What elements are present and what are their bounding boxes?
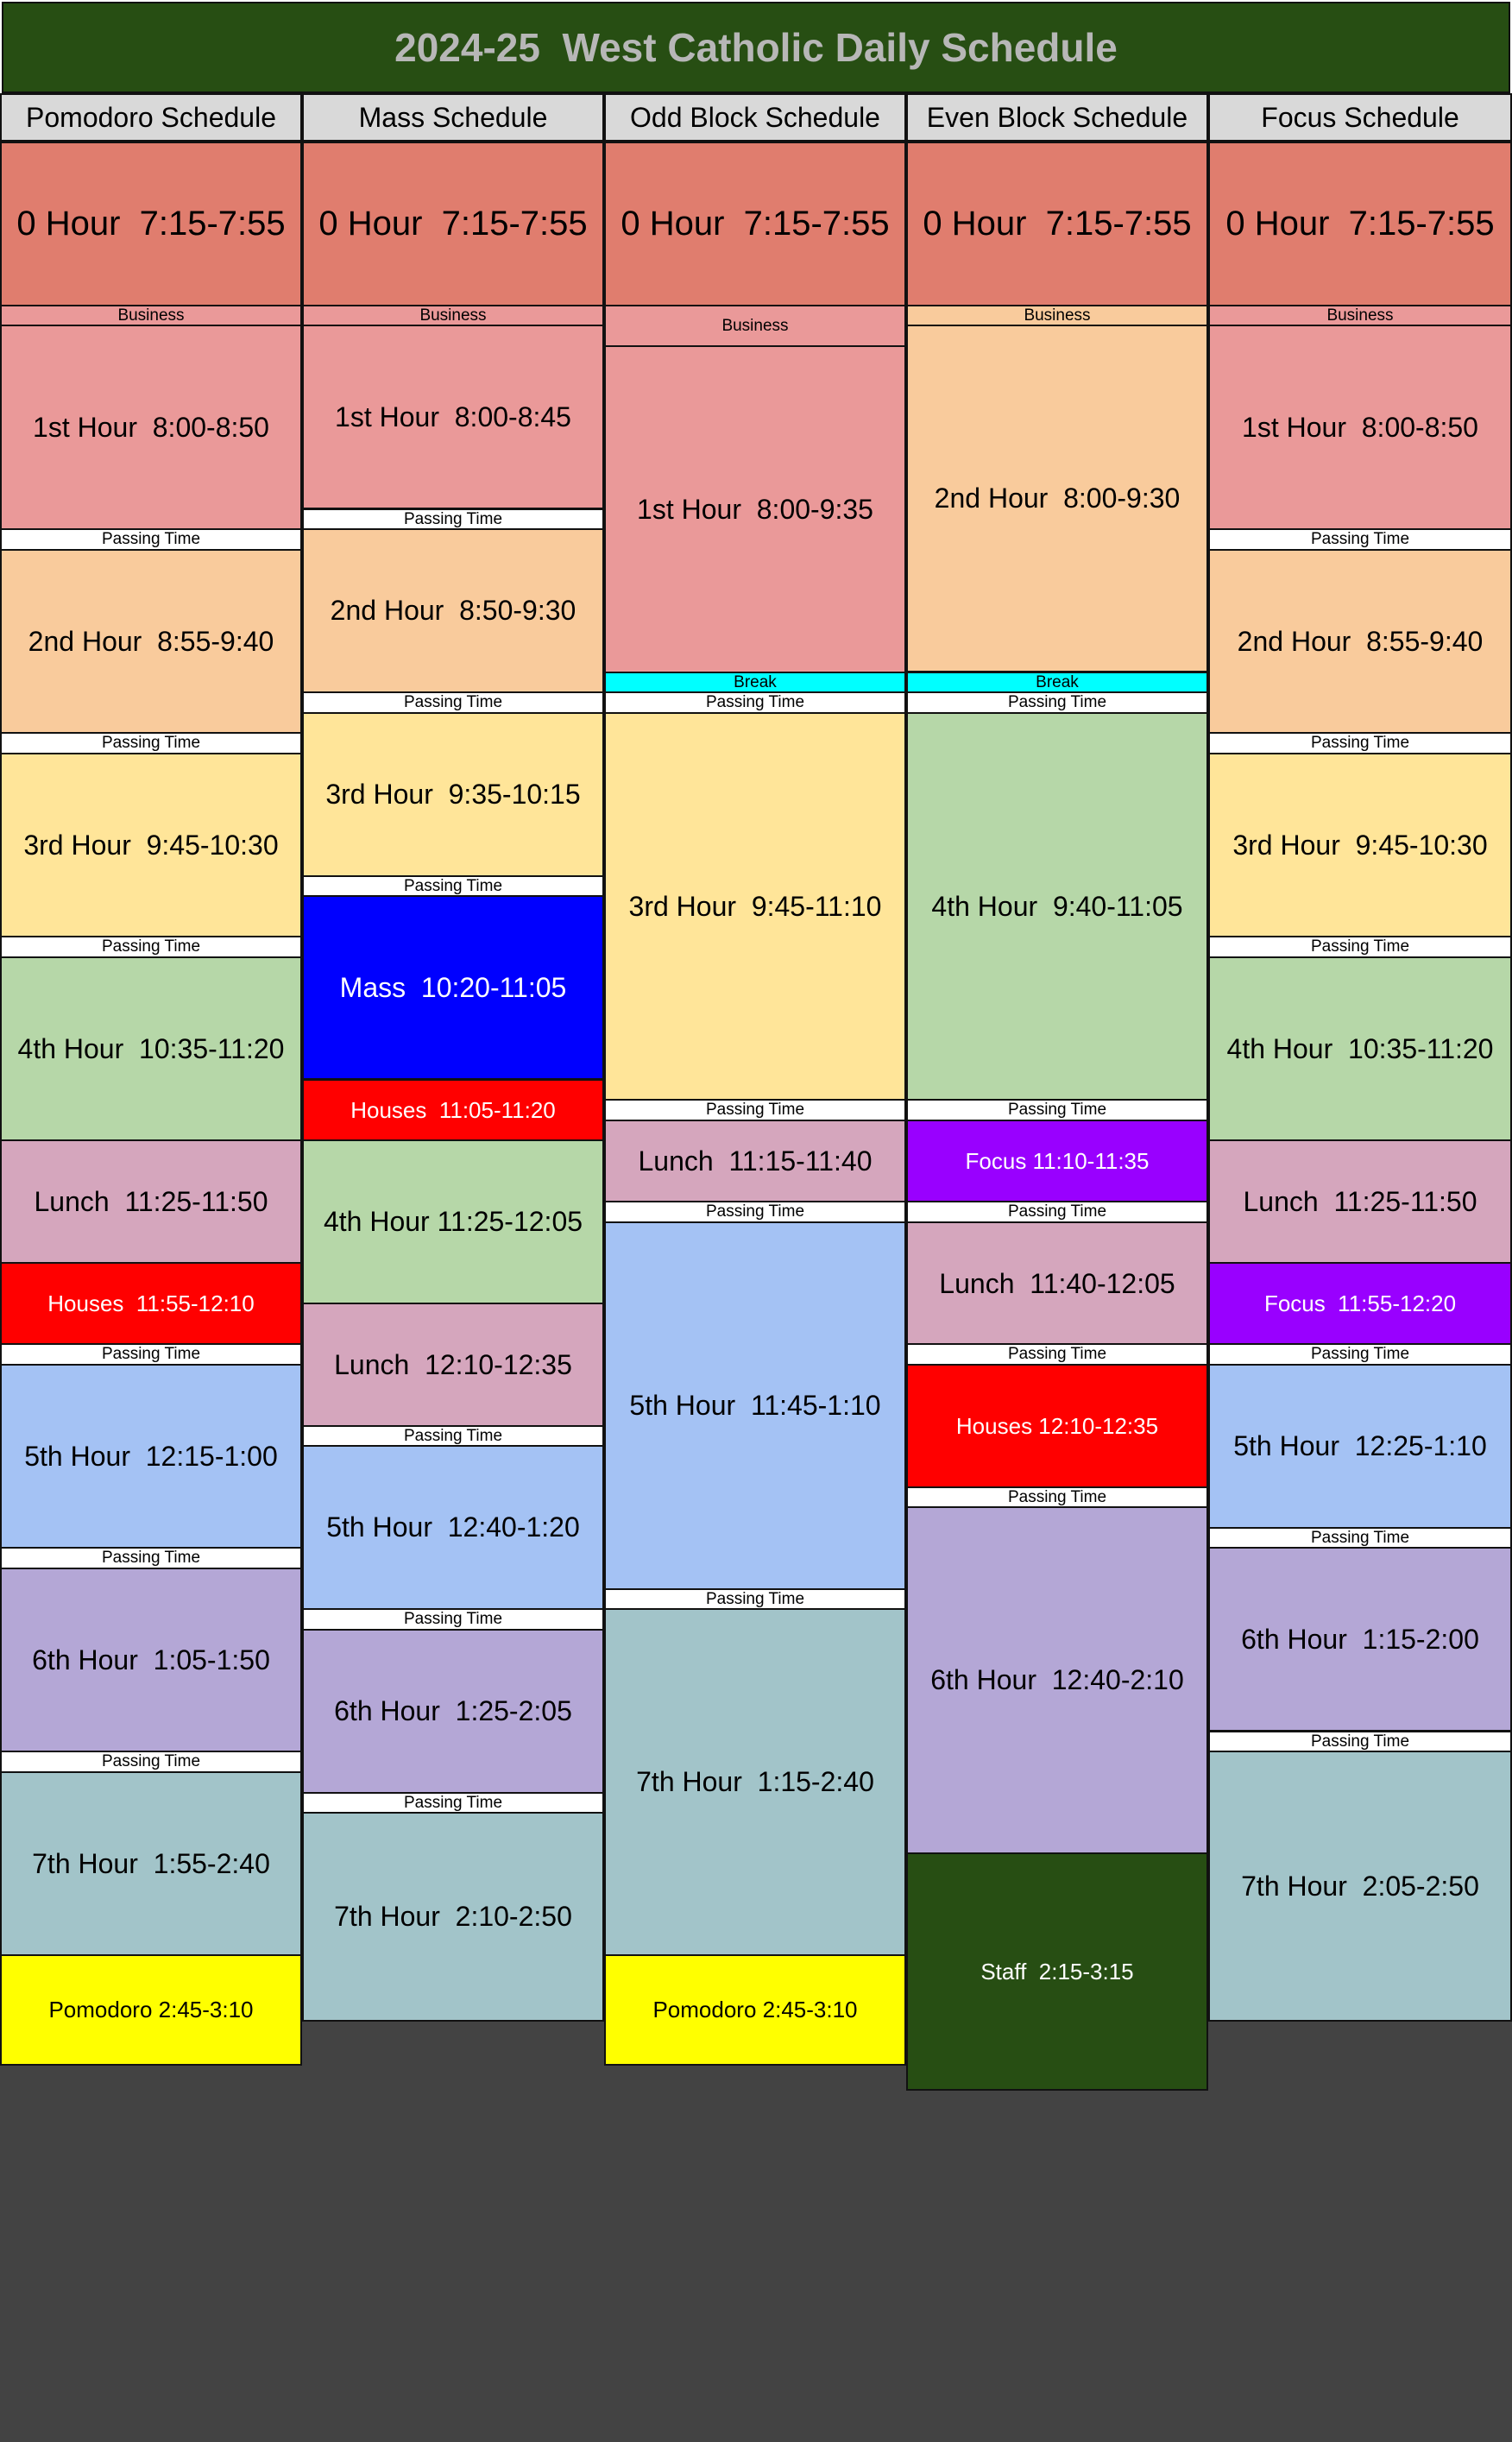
block-6th-hour: 6th Hour 12:40-2:10 [906, 1506, 1208, 1854]
block-passing-time: Passing Time [302, 508, 604, 531]
block-7th-hour: 7th Hour 2:05-2:50 [1208, 1751, 1512, 2022]
block-staff: Staff 2:15-3:15 [906, 1852, 1208, 2091]
block-passing-time: Passing Time [1208, 1731, 1512, 1753]
block-2nd-hour: 2nd Hour 8:00-9:30 [906, 325, 1208, 672]
block-lunch: Lunch 11:15-11:40 [604, 1120, 906, 1202]
block-passing-time: Passing Time [1208, 936, 1512, 958]
block-mass: Mass 10:20-11:05 [302, 895, 604, 1080]
block-houses: Houses 11:55-12:10 [0, 1262, 302, 1345]
block-passing-time: Passing Time [1208, 732, 1512, 754]
block-passing-time: Passing Time [906, 1099, 1208, 1121]
block-6th-hour: 6th Hour 1:25-2:05 [302, 1629, 604, 1794]
schedule-column-mass-schedule: Mass Schedule 0 Hour 7:15-7:55 Business 1st… [302, 93, 604, 2442]
block-4th-hour: 4th Hour 10:35-11:20 [0, 956, 302, 1141]
block-passing-time: Passing Time [0, 1343, 302, 1366]
column-header: Pomodoro Schedule [0, 93, 302, 142]
block-7th-hour: 7th Hour 1:55-2:40 [0, 1771, 302, 1956]
block-0-hour: 0 Hour 7:15-7:55 [0, 142, 302, 306]
column-header: Odd Block Schedule [604, 93, 906, 142]
schedule-column-focus-schedule: Focus Schedule 0 Hour 7:15-7:55 Business 1s… [1208, 93, 1512, 2442]
block-passing-time: Passing Time [906, 1201, 1208, 1223]
block-4th-hour: 4th Hour 11:25-12:05 [302, 1139, 604, 1304]
page-title: 2024-25 West Catholic Daily Schedule [2, 2, 1510, 93]
schedule-column-pomodoro-schedule: Pomodoro Schedule 0 Hour 7:15-7:55 Busines… [0, 93, 302, 2442]
block-passing-time: Passing Time [302, 875, 604, 898]
block-passing-time: Passing Time [302, 1608, 604, 1631]
block-passing-time: Passing Time [0, 936, 302, 958]
block-0-hour: 0 Hour 7:15-7:55 [1208, 142, 1512, 306]
column-header: Even Block Schedule [906, 93, 1208, 142]
block-0-hour: 0 Hour 7:15-7:55 [906, 142, 1208, 306]
column-header: Mass Schedule [302, 93, 604, 142]
block-4th-hour: 4th Hour 10:35-11:20 [1208, 956, 1512, 1141]
block-1st-hour: 1st Hour 8:00-8:50 [1208, 325, 1512, 530]
block-1st-hour: 1st Hour 8:00-8:45 [302, 325, 604, 509]
block-0-hour: 0 Hour 7:15-7:55 [604, 142, 906, 306]
column-header: Focus Schedule [1208, 93, 1512, 142]
block-passing-time: Passing Time [0, 732, 302, 754]
block-passing-time: Passing Time [0, 528, 302, 551]
block-2nd-hour: 2nd Hour 8:50-9:30 [302, 528, 604, 693]
block-passing-time: Passing Time [604, 691, 906, 714]
block-passing-time: Passing Time [0, 1751, 302, 1773]
block-pomodoro: Pomodoro 2:45-3:10 [604, 1954, 906, 2066]
block-houses: Houses 11:05-11:20 [302, 1079, 604, 1142]
block-break: Break [906, 672, 1208, 694]
block-7th-hour: 7th Hour 2:10-2:50 [302, 1812, 604, 2022]
block-5th-hour: 5th Hour 11:45-1:10 [604, 1221, 906, 1590]
block-6th-hour: 6th Hour 1:15-2:00 [1208, 1547, 1512, 1732]
block-4th-hour: 4th Hour 9:40-11:05 [906, 712, 1208, 1101]
block-focus: Focus 11:55-12:20 [1208, 1262, 1512, 1345]
block-passing-time: Passing Time [302, 1792, 604, 1814]
block-2nd-hour: 2nd Hour 8:55-9:40 [1208, 549, 1512, 734]
block-lunch: Lunch 11:25-11:50 [0, 1139, 302, 1264]
schedule-column-odd-block-schedule: Odd Block Schedule 0 Hour 7:15-7:55 Busine… [604, 93, 906, 2442]
block-business: Business [906, 305, 1208, 327]
block-5th-hour: 5th Hour 12:25-1:10 [1208, 1364, 1512, 1529]
block-3rd-hour: 3rd Hour 9:45-10:30 [0, 753, 302, 937]
block-focus: Focus 11:10-11:35 [906, 1120, 1208, 1202]
block-business: Business [604, 305, 906, 347]
block-passing-time: Passing Time [604, 1099, 906, 1121]
block-lunch: Lunch 11:40-12:05 [906, 1221, 1208, 1346]
block-0-hour: 0 Hour 7:15-7:55 [302, 142, 604, 306]
block-5th-hour: 5th Hour 12:15-1:00 [0, 1364, 302, 1549]
block-1st-hour: 1st Hour 8:00-9:35 [604, 345, 906, 673]
block-1st-hour: 1st Hour 8:00-8:50 [0, 325, 302, 530]
block-lunch: Lunch 12:10-12:35 [302, 1303, 604, 1427]
block-passing-time: Passing Time [906, 691, 1208, 714]
block-passing-time: Passing Time [0, 1547, 302, 1569]
block-lunch: Lunch 11:25-11:50 [1208, 1139, 1512, 1264]
block-passing-time: Passing Time [302, 691, 604, 714]
schedule-column-even-block-schedule: Even Block Schedule 0 Hour 7:15-7:55 Busin… [906, 93, 1208, 2442]
block-7th-hour: 7th Hour 1:15-2:40 [604, 1608, 906, 1956]
block-passing-time: Passing Time [1208, 1343, 1512, 1366]
block-passing-time: Passing Time [1208, 528, 1512, 551]
block-3rd-hour: 3rd Hour 9:45-11:10 [604, 712, 906, 1101]
block-passing-time: Passing Time [604, 1201, 906, 1223]
block-5th-hour: 5th Hour 12:40-1:20 [302, 1445, 604, 1610]
block-2nd-hour: 2nd Hour 8:55-9:40 [0, 549, 302, 734]
block-3rd-hour: 3rd Hour 9:45-10:30 [1208, 753, 1512, 937]
block-passing-time: Passing Time [906, 1343, 1208, 1366]
block-houses: Houses 12:10-12:35 [906, 1364, 1208, 1488]
block-3rd-hour: 3rd Hour 9:35-10:15 [302, 712, 604, 877]
block-6th-hour: 6th Hour 1:05-1:50 [0, 1568, 302, 1752]
block-pomodoro: Pomodoro 2:45-3:10 [0, 1954, 302, 2066]
